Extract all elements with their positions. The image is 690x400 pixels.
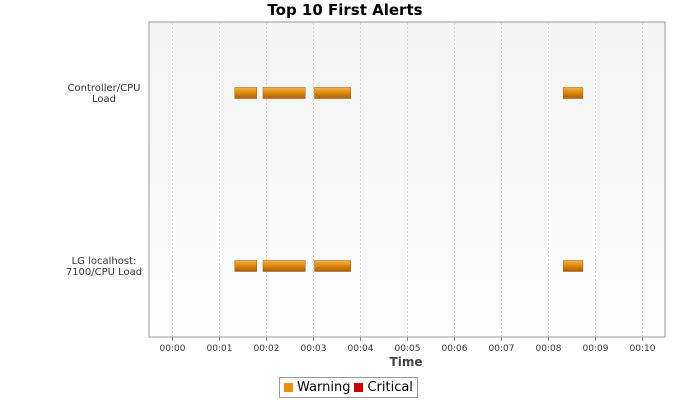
x-tick-label: 00:02 bbox=[254, 344, 280, 354]
x-tick-label: 00:10 bbox=[630, 344, 656, 354]
x-tick-label: 00:08 bbox=[536, 344, 562, 354]
bars bbox=[234, 87, 584, 272]
category-label: LG localhost: 7100/CPU Load bbox=[66, 256, 142, 278]
x-tick-label: 00:09 bbox=[583, 344, 609, 354]
alert-bar bbox=[262, 260, 306, 272]
legend-label-critical: Critical bbox=[367, 380, 413, 395]
legend-swatch-warning bbox=[284, 383, 293, 392]
grid-lines bbox=[172, 23, 643, 336]
alert-bar bbox=[562, 260, 584, 272]
x-tick-label: 00:06 bbox=[442, 344, 468, 354]
x-tick-label: 00:00 bbox=[160, 344, 186, 354]
alert-bar bbox=[234, 260, 258, 272]
x-tick-label: 00:01 bbox=[207, 344, 233, 354]
chart-title: Top 10 First Alerts bbox=[267, 1, 422, 19]
x-axis-ticks: 00:00 00:01 00:02 00:03 00:04 00:05 00:06 00:07… bbox=[160, 337, 656, 354]
alert-bar bbox=[314, 87, 351, 99]
legend-item-critical: Critical bbox=[354, 380, 413, 395]
x-tick-label: 00:04 bbox=[348, 344, 374, 354]
alert-bar bbox=[262, 87, 306, 99]
category-labels: Controller/CPU Load LG localhost: 7100/CPU … bbox=[66, 83, 142, 278]
category-label: Controller/CPU Load bbox=[68, 83, 141, 105]
legend: Warning Critical bbox=[279, 377, 418, 398]
x-axis-title: Time bbox=[390, 355, 423, 369]
legend-swatch-critical bbox=[354, 383, 364, 392]
alert-bar bbox=[314, 260, 351, 272]
legend-item-warning: Warning bbox=[284, 380, 350, 395]
legend-label-warning: Warning bbox=[297, 380, 351, 395]
x-tick-label: 00:05 bbox=[395, 344, 421, 354]
x-tick-label: 00:03 bbox=[301, 344, 327, 354]
x-tick-label: 00:07 bbox=[489, 344, 515, 354]
alert-bar bbox=[562, 87, 584, 99]
alert-bar bbox=[234, 87, 258, 99]
